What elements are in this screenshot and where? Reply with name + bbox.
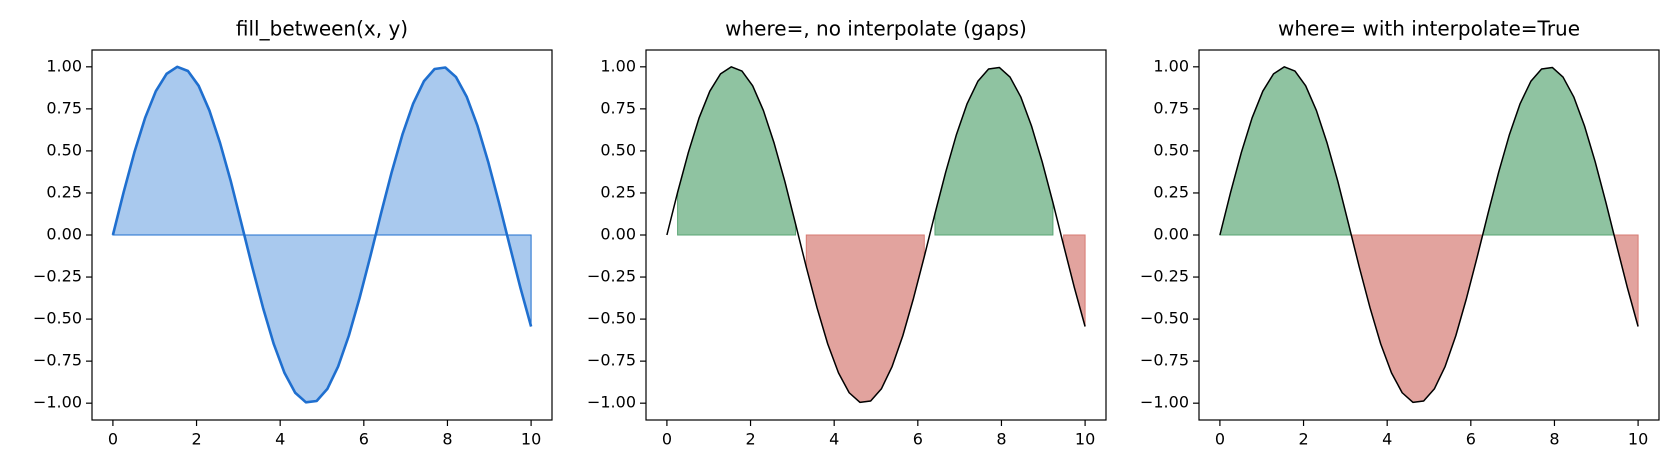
x-tick-label: 6 bbox=[1466, 430, 1476, 449]
y-tick-label: 0.00 bbox=[600, 225, 636, 244]
x-tick-label: 6 bbox=[359, 430, 369, 449]
y-tick-label: −1.00 bbox=[587, 393, 636, 412]
x-tick-label: 10 bbox=[1075, 430, 1095, 449]
y-tick-label: −0.50 bbox=[1140, 309, 1189, 328]
y-tick-label: 0.50 bbox=[46, 140, 82, 159]
y-tick-label: 0.25 bbox=[600, 182, 636, 201]
fill-area bbox=[1350, 234, 1484, 403]
y-tick-label: 0.50 bbox=[600, 140, 636, 159]
line bbox=[666, 66, 1086, 404]
y-tick-label: 0.00 bbox=[1153, 225, 1189, 244]
y-tick-label: 1.00 bbox=[600, 56, 636, 75]
x-tick-label: 6 bbox=[913, 430, 923, 449]
fill-area bbox=[934, 66, 1054, 236]
x-tick-label: 8 bbox=[1549, 430, 1559, 449]
x-tick-label: 0 bbox=[662, 430, 672, 449]
x-tick-label: 4 bbox=[275, 430, 285, 449]
x-tick-label: 10 bbox=[1628, 430, 1648, 449]
y-tick-label: −0.75 bbox=[587, 351, 636, 370]
fill-area bbox=[112, 66, 532, 403]
y-tick-label: −0.75 bbox=[1140, 351, 1189, 370]
y-tick-label: 1.00 bbox=[46, 56, 82, 75]
y-tick-label: −1.00 bbox=[1140, 393, 1189, 412]
fill-area bbox=[677, 66, 797, 236]
x-tick-label: 2 bbox=[191, 430, 201, 449]
y-tick-label: 0.25 bbox=[1153, 182, 1189, 201]
x-tick-label: 4 bbox=[1382, 430, 1392, 449]
chart-title: where= with interpolate=True bbox=[1278, 17, 1580, 41]
chart-title: fill_between(x, y) bbox=[236, 17, 408, 41]
x-tick-label: 8 bbox=[996, 430, 1006, 449]
y-tick-label: 0.75 bbox=[1153, 98, 1189, 117]
y-tick-label: 1.00 bbox=[1153, 56, 1189, 75]
y-tick-label: −0.75 bbox=[33, 351, 82, 370]
y-tick-label: 0.00 bbox=[46, 225, 82, 244]
y-tick-label: −0.50 bbox=[587, 309, 636, 328]
x-tick-label: 2 bbox=[1298, 430, 1308, 449]
y-tick-label: 0.75 bbox=[46, 98, 82, 117]
x-tick-label: 8 bbox=[442, 430, 452, 449]
y-tick-label: −0.50 bbox=[33, 309, 82, 328]
x-tick-label: 10 bbox=[521, 430, 541, 449]
y-tick-label: −0.25 bbox=[1140, 267, 1189, 286]
x-tick-label: 2 bbox=[745, 430, 755, 449]
y-tick-label: −1.00 bbox=[33, 393, 82, 412]
y-tick-label: 0.25 bbox=[46, 182, 82, 201]
y-tick-label: −0.25 bbox=[33, 267, 82, 286]
chart-title: where=, no interpolate (gaps) bbox=[725, 17, 1027, 41]
x-tick-label: 4 bbox=[829, 430, 839, 449]
line bbox=[1219, 66, 1639, 404]
fill-area bbox=[1482, 66, 1615, 236]
line bbox=[111, 65, 533, 404]
y-tick-label: 0.50 bbox=[1153, 140, 1189, 159]
fill-area bbox=[1219, 66, 1352, 236]
y-tick-label: 0.75 bbox=[600, 98, 636, 117]
y-tick-label: −0.25 bbox=[587, 267, 636, 286]
fill-area bbox=[805, 234, 925, 403]
x-tick-label: 0 bbox=[108, 430, 118, 449]
x-tick-label: 0 bbox=[1215, 430, 1225, 449]
